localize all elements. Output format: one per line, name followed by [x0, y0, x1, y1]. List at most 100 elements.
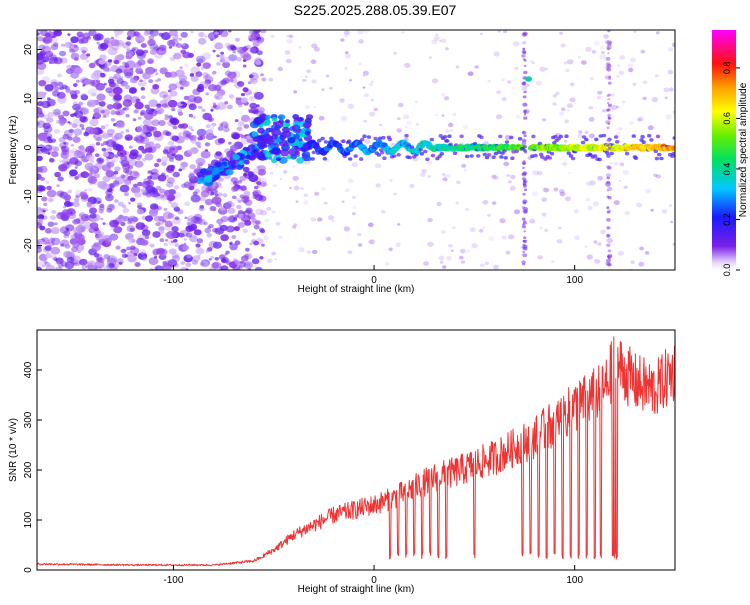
- spectrogram-mark: [606, 47, 611, 51]
- spectrogram-mark: [501, 78, 505, 82]
- spectrogram-mark: [605, 108, 610, 112]
- spectrogram-mark: [161, 103, 168, 108]
- spectrogram-mark: [606, 183, 611, 187]
- spectrogram-mark: [405, 126, 408, 129]
- spectrogram-x-label: Height of straight line (km): [298, 284, 415, 295]
- spectrogram-mark: [115, 245, 121, 250]
- spectrogram-mark: [163, 94, 167, 98]
- spectrogram-mark: [341, 139, 346, 143]
- spectrogram-mark: [116, 78, 124, 85]
- spectrogram-mark: [257, 165, 267, 173]
- spectrogram-mark: [70, 113, 75, 118]
- spectrogram-mark: [249, 36, 257, 42]
- spectrogram-mark: [228, 141, 232, 145]
- spectrogram-mark: [113, 226, 123, 234]
- spectrogram-mark: [157, 193, 161, 197]
- spectrogram-mark: [159, 91, 169, 99]
- spectrogram-mark: [220, 234, 229, 242]
- spectrogram-mark: [141, 149, 148, 154]
- spectrogram-mark: [449, 128, 454, 132]
- spectrogram-mark: [541, 212, 547, 217]
- spectrogram-mark: [140, 188, 147, 194]
- spectrogram-mark: [351, 162, 358, 168]
- spectrogram-mark: [493, 151, 498, 156]
- spectrogram-mark: [653, 173, 658, 177]
- spectrogram-mark: [247, 81, 252, 85]
- spectrogram-mark: [459, 248, 466, 254]
- spectrogram-mark: [293, 223, 298, 227]
- spectrogram-mark: [186, 221, 192, 226]
- spectrogram-mark: [122, 168, 130, 174]
- spectrogram-mark: [329, 86, 333, 90]
- spectrogram-mark: [526, 77, 531, 81]
- spectrogram-mark: [198, 105, 203, 110]
- spectrogram-mark: [665, 114, 672, 120]
- spectrogram-mark: [38, 112, 45, 118]
- spectrogram-mark: [128, 217, 134, 222]
- spectrogram-mark: [48, 241, 55, 247]
- spectrogram-mark: [295, 200, 299, 203]
- spectrogram-mark: [244, 254, 250, 258]
- spectrogram-mark: [88, 62, 96, 69]
- spectrogram-mark: [236, 57, 243, 62]
- spectrogram-mark: [66, 150, 76, 158]
- spectrogram-mark: [70, 36, 79, 44]
- spectrogram-mark: [148, 79, 154, 84]
- spectrogram-mark: [605, 40, 611, 45]
- spectrogram-mark: [178, 232, 185, 238]
- spectrogram-mark: [329, 136, 334, 141]
- spectrogram-mark: [202, 72, 209, 77]
- spectrogram-mark: [597, 175, 604, 181]
- spectrogram-mark: [298, 45, 302, 49]
- spectrogram-mark: [107, 59, 113, 63]
- spectrogram-mark: [50, 246, 61, 255]
- spectrogram-mark: [271, 158, 278, 164]
- spectrogram-mark: [655, 134, 661, 139]
- spectrogram-mark: [184, 201, 191, 207]
- spectrogram-mark: [37, 52, 46, 60]
- spectrogram-mark: [382, 156, 387, 160]
- spectrogram-mark: [118, 261, 123, 265]
- spectrogram-mark: [78, 101, 84, 106]
- spectrogram-mark: [568, 154, 574, 158]
- spectrogram-mark: [310, 217, 317, 222]
- spectrogram-mark: [79, 258, 88, 266]
- spectrogram-mark: [592, 201, 599, 207]
- snr-frame: [36, 329, 676, 571]
- spectrogram-mark: [607, 146, 612, 150]
- spectrogram-mark: [438, 39, 443, 42]
- spectrogram-mark: [586, 181, 593, 187]
- spectrogram-mark: [471, 243, 478, 249]
- spectrogram-mark: [624, 210, 630, 216]
- spectrogram-mark: [133, 109, 139, 114]
- spectrogram-mark: [600, 46, 604, 50]
- spectrogram-mark: [445, 47, 449, 51]
- spectrogram-mark: [606, 102, 610, 104]
- spectrogram-mark: [37, 208, 41, 216]
- spectrogram-mark: [523, 59, 527, 62]
- spectrogram-mark: [87, 166, 94, 171]
- spectrogram-mark: [237, 121, 245, 127]
- spectrogram-mark: [109, 233, 119, 241]
- colorbar-tick-label: 0.4: [722, 163, 732, 176]
- spectrogram-mark: [102, 175, 111, 182]
- spectrogram-mark: [89, 127, 98, 135]
- spectrogram-mark: [607, 249, 612, 252]
- spectrogram-mark: [447, 134, 452, 138]
- spectrogram-mark: [450, 249, 454, 252]
- spectrogram-mark: [204, 79, 212, 85]
- spectrogram-mark: [113, 170, 119, 175]
- spectrogram-mark: [166, 231, 177, 240]
- spectrogram-mark: [87, 188, 93, 192]
- spectrogram-mark: [183, 129, 187, 132]
- spectrogram-mark: [70, 234, 76, 239]
- spectrogram-mark: [584, 245, 588, 248]
- spectrogram-mark: [193, 216, 203, 225]
- spectrogram-mark: [304, 130, 311, 136]
- spectrogram-y-ticks: -20 -10 0 10 20: [23, 44, 42, 253]
- spectrogram-mark: [318, 115, 325, 121]
- spectrogram-mark: [344, 35, 348, 38]
- spectrogram-mark: [655, 31, 660, 35]
- spectrogram-mark: [162, 262, 169, 267]
